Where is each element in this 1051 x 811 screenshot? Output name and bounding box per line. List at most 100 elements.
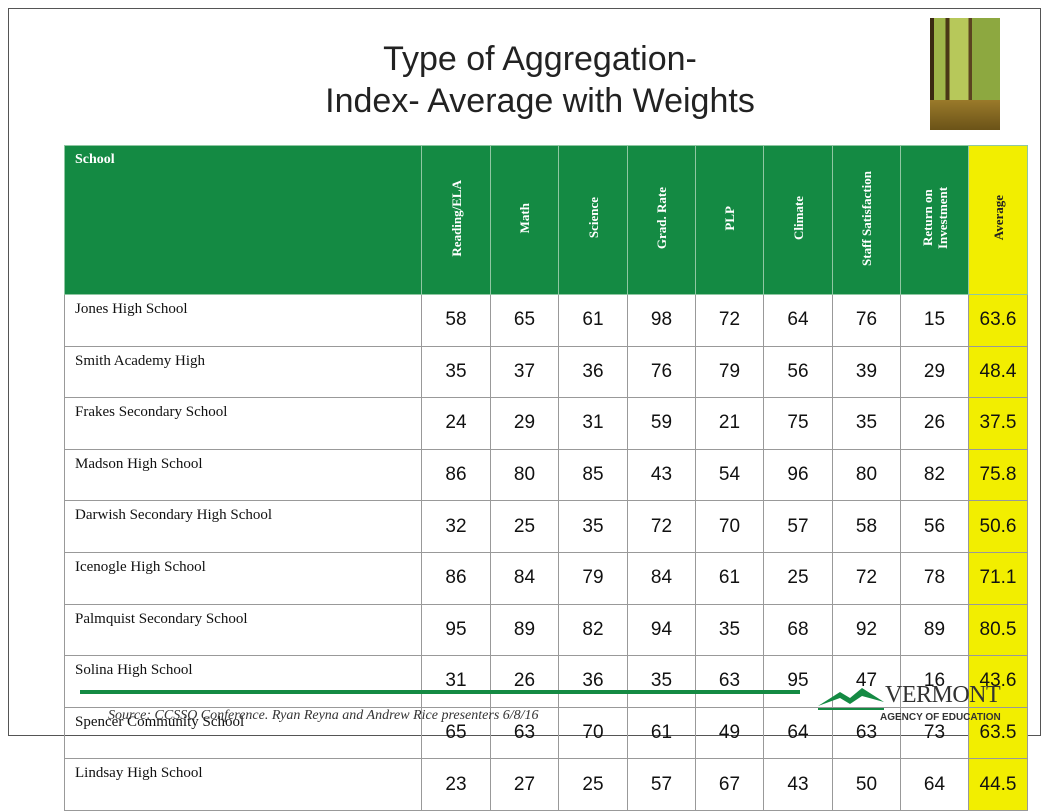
data-table: School Reading/ELA Math Science Grad. Rate PL… bbox=[64, 145, 1028, 811]
score-cell: 76 bbox=[832, 294, 901, 347]
school-name: Jones High School bbox=[64, 294, 422, 347]
page: Type of Aggregation- Index- Average with… bbox=[8, 8, 1041, 811]
column-header: Staff Satisfaction bbox=[832, 145, 901, 295]
score-cell: 37.5 bbox=[968, 397, 1028, 450]
score-cell: 15 bbox=[900, 294, 969, 347]
score-cell: 35 bbox=[695, 603, 764, 657]
score-cell: 26 bbox=[900, 397, 969, 450]
score-cell: 79 bbox=[695, 345, 764, 399]
school-name: Icenogle High School bbox=[64, 551, 422, 605]
score-cell: 24 bbox=[421, 397, 491, 450]
title-line: Index- Average with Weights bbox=[325, 82, 755, 120]
score-cell: 56 bbox=[900, 500, 969, 553]
score-cell: 61 bbox=[695, 551, 764, 605]
score-cell: 39 bbox=[832, 345, 901, 399]
score-cell: 84 bbox=[627, 551, 696, 605]
score-cell: 27 bbox=[490, 758, 559, 811]
score-cell: 58 bbox=[832, 500, 901, 553]
column-header: Grad. Rate bbox=[627, 145, 696, 295]
column-header: Climate bbox=[763, 145, 833, 295]
score-cell: 64 bbox=[763, 294, 833, 347]
score-cell: 35 bbox=[627, 655, 696, 708]
score-cell: 64 bbox=[900, 758, 969, 811]
score-cell: 50.6 bbox=[968, 500, 1028, 553]
score-cell: 80 bbox=[490, 448, 559, 502]
score-cell: 16 bbox=[900, 655, 969, 708]
score-cell: 70 bbox=[695, 500, 764, 553]
header-text: Grad. Rate bbox=[654, 186, 669, 250]
score-cell: 29 bbox=[490, 397, 559, 450]
column-header: School bbox=[64, 145, 422, 295]
score-cell: 31 bbox=[421, 655, 491, 708]
header-text: Staff Satisfaction bbox=[859, 170, 874, 266]
score-cell: 86 bbox=[421, 551, 491, 605]
score-cell: 71.1 bbox=[968, 551, 1028, 605]
score-cell: 58 bbox=[421, 294, 491, 347]
school-name: Solina High School bbox=[64, 655, 422, 708]
school-name: Palmquist Secondary School bbox=[64, 603, 422, 657]
score-cell: 63.6 bbox=[968, 294, 1028, 347]
score-cell: 72 bbox=[695, 294, 764, 347]
column-header: Math bbox=[490, 145, 559, 295]
score-cell: 44.5 bbox=[968, 758, 1028, 811]
score-cell: 35 bbox=[558, 500, 628, 553]
header-text: Average bbox=[990, 195, 1006, 241]
score-cell: 94 bbox=[627, 603, 696, 657]
school-name: Frakes Secondary School bbox=[64, 397, 422, 450]
score-cell: 82 bbox=[558, 603, 628, 657]
score-cell: 61 bbox=[627, 706, 696, 760]
school-name: Smith Academy High bbox=[64, 345, 422, 399]
table-row: Jones High School 58 65 61 98 72 64 76 15 63.6 bbox=[64, 294, 1028, 347]
score-cell: 85 bbox=[558, 448, 628, 502]
column-header: PLP bbox=[695, 145, 764, 295]
header-text: Math bbox=[517, 202, 532, 234]
logo-subtitle: AGENCY OF EDUCATION bbox=[880, 712, 1001, 723]
score-cell: 43 bbox=[627, 448, 696, 502]
score-cell: 89 bbox=[490, 603, 559, 657]
score-cell: 35 bbox=[421, 345, 491, 399]
score-cell: 84 bbox=[490, 551, 559, 605]
score-cell: 64 bbox=[763, 706, 833, 760]
score-cell: 59 bbox=[627, 397, 696, 450]
forest-photo bbox=[930, 18, 1000, 130]
table-row: Madson High School 86 80 85 43 54 96 80 82 75.8 bbox=[64, 448, 1028, 502]
score-cell: 31 bbox=[558, 397, 628, 450]
logo-name: VERMONT bbox=[885, 682, 1001, 708]
divider bbox=[80, 690, 800, 694]
score-cell: 76 bbox=[627, 345, 696, 399]
column-header: Reading/ELA bbox=[421, 145, 491, 295]
score-cell: 95 bbox=[421, 603, 491, 657]
score-cell: 68 bbox=[763, 603, 833, 657]
score-cell: 50 bbox=[832, 758, 901, 811]
school-name: Madson High School bbox=[64, 448, 422, 502]
score-cell: 72 bbox=[627, 500, 696, 553]
score-cell: 96 bbox=[763, 448, 833, 502]
score-cell: 25 bbox=[558, 758, 628, 811]
score-cell: 72 bbox=[832, 551, 901, 605]
header-text: Return on Investment bbox=[919, 186, 950, 250]
score-cell: 57 bbox=[763, 500, 833, 553]
source-note: Source: CCSSO Conference. Ryan Reyna and… bbox=[108, 708, 539, 723]
score-cell: 98 bbox=[627, 294, 696, 347]
column-header: Science bbox=[558, 145, 628, 295]
score-cell: 48.4 bbox=[968, 345, 1028, 399]
score-cell: 92 bbox=[832, 603, 901, 657]
column-header: Average bbox=[968, 145, 1028, 295]
score-cell: 75 bbox=[763, 397, 833, 450]
score-cell: 86 bbox=[421, 448, 491, 502]
score-cell: 63 bbox=[695, 655, 764, 708]
score-cell: 21 bbox=[695, 397, 764, 450]
score-cell: 26 bbox=[490, 655, 559, 708]
table-row: Solina High School 31 26 36 35 63 95 47 16 43.6 bbox=[64, 655, 1028, 708]
title-line: Type of Aggregation- bbox=[383, 40, 697, 78]
score-cell: 79 bbox=[558, 551, 628, 605]
score-cell: 70 bbox=[558, 706, 628, 760]
score-cell: 56 bbox=[763, 345, 833, 399]
score-cell: 23 bbox=[421, 758, 491, 811]
score-cell: 43 bbox=[763, 758, 833, 811]
table-row: Frakes Secondary School 24 29 31 59 21 75 35 26 3… bbox=[64, 397, 1028, 450]
table-row: Smith Academy High 35 37 36 76 79 56 39 29 48.4 bbox=[64, 345, 1028, 399]
school-name: Lindsay High School bbox=[64, 758, 422, 811]
table-row: Icenogle High School 86 84 79 84 61 25 72 78 71.1 bbox=[64, 551, 1028, 605]
score-cell: 61 bbox=[558, 294, 628, 347]
